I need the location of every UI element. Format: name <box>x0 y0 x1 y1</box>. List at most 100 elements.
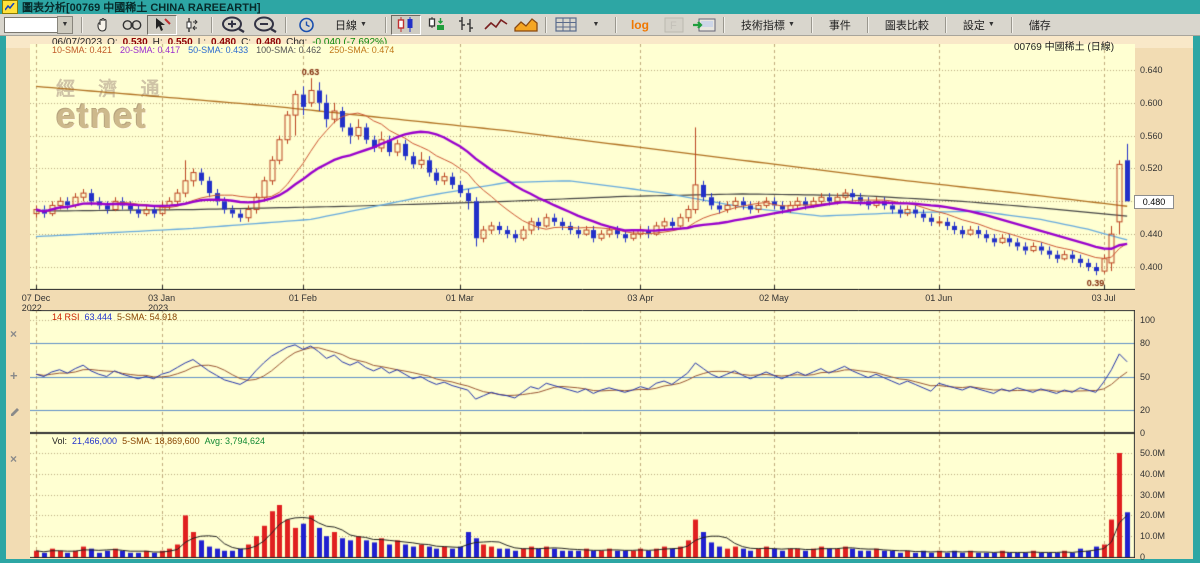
technical-indicators-button[interactable]: 技術指標 ▼ <box>740 19 795 32</box>
symbol-input[interactable] <box>4 16 57 33</box>
y-axis-label: 50.0M <box>1140 448 1166 458</box>
y-axis-label: 0.600 <box>1140 97 1163 108</box>
candlestick-chart-type-button[interactable] <box>390 14 421 35</box>
rsi-edit-pencil-icon[interactable] <box>10 407 20 419</box>
log-scale-button[interactable]: log <box>630 17 649 32</box>
rsi-label: 14 RSI <box>52 312 80 322</box>
toolbar-separator <box>866 16 869 33</box>
volume-panel <box>30 433 1135 558</box>
app-chart-icon <box>2 0 18 14</box>
date-axis-label: 07 Dec 2022 <box>21 293 51 313</box>
toolbar-separator <box>81 16 83 33</box>
export-image-button[interactable] <box>689 15 719 35</box>
rsi-close-icon[interactable]: × <box>10 327 18 341</box>
date-axis-label: 01 Jun <box>925 293 953 303</box>
history-clock-button[interactable] <box>291 15 321 35</box>
date-axis-label: 01 Feb <box>288 293 317 303</box>
toolbar-separator <box>722 16 725 33</box>
chevron-down-icon: ▼ <box>987 21 995 28</box>
pan-hand-tool-button[interactable] <box>87 15 117 35</box>
rsi-panel <box>30 310 1135 433</box>
date-axis-label: 03 Jan 2023 <box>148 293 176 313</box>
save-button[interactable]: 儲存 <box>1028 19 1051 32</box>
toolbar-separator <box>614 16 617 33</box>
chevron-down-icon: ▼ <box>592 21 600 28</box>
hand-icon <box>96 17 107 32</box>
volume-canvas[interactable] <box>30 433 1135 558</box>
date-axis-label: 01 Mar <box>445 293 474 303</box>
toolbar-separator <box>810 16 813 33</box>
y-axis-label: 0 <box>1140 428 1146 438</box>
inspect-binoculars-button[interactable] <box>117 15 147 35</box>
candle-adjust-tool-button[interactable] <box>177 15 207 35</box>
equivolume-chart-type-button[interactable] <box>421 15 451 35</box>
zoom-out-button[interactable] <box>249 15 281 35</box>
rsi-sma: 5-SMA: 54.918 <box>117 312 178 322</box>
rsi-header: 14 RSI 63.444 5-SMA: 54.918 <box>52 312 177 322</box>
y-axis-label: 100 <box>1140 315 1156 325</box>
y-axis-label: 0 <box>1140 552 1146 562</box>
symbol-combo: ▼ <box>4 15 73 34</box>
volume-header: Vol: 21,466,000 5-SMA: 18,869,600 Avg: 3… <box>52 436 265 446</box>
close-value: 0.480 <box>256 36 282 48</box>
ohlc-bars-icon <box>458 17 473 32</box>
events-button[interactable]: 事件 <box>828 19 851 32</box>
chart-region: 06/07/2023 O: 0.530 H: 0.550 L: 0.480 C:… <box>6 36 1193 562</box>
toolbar: ▼ 日線 ▼ <box>0 14 1200 36</box>
toolbar-separator <box>544 16 547 33</box>
current-price-tag: 0.480 <box>1134 195 1174 209</box>
rsi-move-icon[interactable]: + <box>10 368 18 383</box>
chart-compare-button[interactable]: 圖表比較 <box>884 19 929 32</box>
sma-legend-item: 10-SMA: 0.421 <box>52 45 113 55</box>
main-price-panel: 經 濟 通 etnet <box>30 44 1135 290</box>
zoom-in-icon <box>222 16 245 33</box>
sma-legend-item: 50-SMA: 0.433 <box>188 45 249 55</box>
chevron-down-icon: ▼ <box>360 21 367 28</box>
grid-layout-button[interactable] <box>551 15 581 35</box>
area-chart-icon <box>514 18 538 32</box>
high-value: 0.550 <box>167 36 193 48</box>
open-value: 0.530 <box>122 36 148 48</box>
volume-value: 21,466,000 <box>72 436 118 446</box>
toolbar-separator <box>1010 16 1013 33</box>
window-title: 圖表分析[00769 中國稀土 CHINA RAREEARTH] <box>22 2 261 14</box>
symbol-combo-dropdown-button[interactable]: ▼ <box>57 15 73 34</box>
period-dropdown-button[interactable]: 日線 ▼ <box>335 19 367 32</box>
zoom-in-button[interactable] <box>217 15 249 35</box>
line-chart-icon <box>484 18 508 30</box>
date-axis-label: 03 Apr <box>627 293 654 303</box>
change-value: -0.040 (-7.692%) <box>312 36 388 48</box>
volume-sma: 5-SMA: 18,869,600 <box>122 436 200 446</box>
area-chart-type-button[interactable] <box>511 15 541 35</box>
y-axis-label: 0.640 <box>1140 64 1163 75</box>
title-bar: 圖表分析[00769 中國稀土 CHINA RAREEARTH] <box>0 0 1200 14</box>
y-axis-label: 50 <box>1140 371 1151 382</box>
grid-icon <box>555 17 577 32</box>
pointer-arrow-icon <box>156 17 171 31</box>
zoom-out-icon <box>254 16 277 33</box>
volume-close-icon[interactable]: × <box>10 452 18 466</box>
low-value: 0.480 <box>211 36 237 48</box>
date-axis-label: 03 Jul <box>1091 293 1116 303</box>
clock-icon <box>298 17 314 32</box>
y-axis-label: 20.0M <box>1140 510 1166 521</box>
line-chart-type-button[interactable] <box>481 15 511 35</box>
fibonacci-tool-button-disabled: F <box>659 15 689 35</box>
settings-button[interactable]: 設定 ▼ <box>962 19 995 32</box>
y-axis-label: 20 <box>1140 405 1151 416</box>
y-axis-label: 40.0M <box>1140 468 1166 479</box>
rsi-value: 63.444 <box>84 312 113 322</box>
date-axis-label: 02 May <box>759 293 789 303</box>
candle-volume-icon <box>428 17 444 30</box>
pointer-select-tool-button[interactable] <box>147 14 177 35</box>
sma-legend: 10-SMA: 0.421 20-SMA: 0.417 50-SMA: 0.433 1… <box>52 45 394 55</box>
quote-date: 06/07/2023 <box>52 36 103 48</box>
main-price-canvas[interactable] <box>30 44 1135 290</box>
chevron-down-icon: ▼ <box>787 21 795 28</box>
sma-legend-item: 250-SMA: 0.474 <box>329 45 395 55</box>
rsi-canvas[interactable] <box>30 310 1135 433</box>
grid-layout-dropdown-button[interactable]: ▼ <box>581 15 611 35</box>
change-label: Chg: <box>286 36 308 48</box>
ohlc-bar-chart-type-button[interactable] <box>451 15 481 35</box>
